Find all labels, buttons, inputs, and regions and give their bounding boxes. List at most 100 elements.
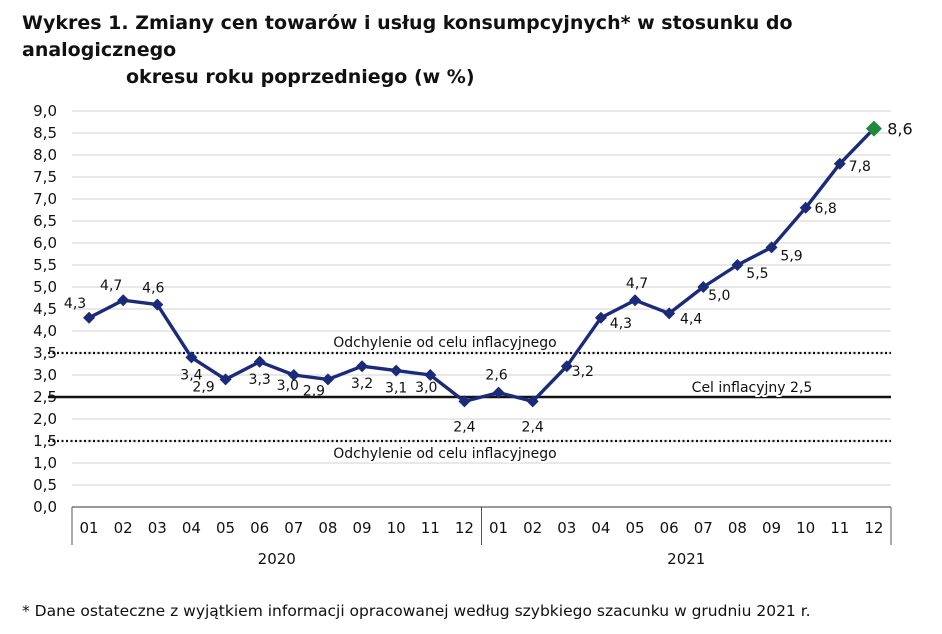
data-label: 4,7	[626, 276, 648, 292]
data-point	[697, 281, 710, 293]
data-label: 2,4	[453, 419, 475, 435]
data-label: 5,5	[746, 266, 768, 282]
x-tick-label: 05	[216, 519, 235, 537]
x-tick-label: 11	[830, 519, 849, 537]
x-tick-label: 03	[557, 519, 576, 537]
y-tick-label: 6,5	[33, 212, 57, 230]
x-tick-label: 12	[455, 519, 474, 537]
y-tick-label: 3,5	[33, 344, 57, 362]
x-tick-label: 01	[489, 519, 508, 537]
data-point	[424, 369, 437, 381]
data-point	[594, 311, 607, 324]
x-tick-label: 03	[148, 519, 167, 537]
data-label: 8,6	[887, 120, 912, 139]
x-tick-label: 07	[284, 519, 303, 537]
y-tick-label: 6,0	[33, 234, 57, 252]
year-group-label: 2021	[667, 550, 705, 568]
data-label: 2,6	[485, 368, 507, 384]
data-point	[185, 351, 198, 364]
data-label: 6,8	[815, 201, 837, 217]
data-label: 4,7	[100, 278, 122, 294]
data-point	[731, 259, 744, 271]
data-point	[253, 355, 266, 368]
series-line	[88, 127, 876, 404]
data-point	[526, 395, 539, 408]
y-tick-label: 7,0	[33, 190, 57, 208]
data-label: 3,3	[249, 372, 271, 388]
chart-title: Wykres 1. Zmiany cen towarów i usług kon…	[22, 10, 922, 91]
data-point	[560, 360, 573, 373]
x-tick-label: 06	[250, 519, 269, 537]
x-tick-label: 02	[523, 519, 542, 537]
y-tick-label: 5,5	[33, 256, 57, 274]
footnote: * Dane ostateczne z wyjątkiem informacji…	[22, 602, 811, 620]
data-label: 3,1	[385, 381, 407, 397]
data-point	[799, 201, 812, 214]
year-group-label: 2020	[258, 550, 296, 568]
data-label: 4,3	[64, 296, 86, 312]
x-tick-label: 08	[318, 519, 337, 537]
data-point	[117, 294, 130, 307]
data-point	[458, 395, 471, 408]
x-tick-label: 04	[591, 519, 610, 537]
reference-line-label: Odchylenie od celu inflacyjnego	[333, 446, 557, 462]
data-point	[492, 386, 505, 399]
x-tick-label: 09	[353, 519, 372, 537]
data-point	[663, 307, 676, 320]
data-label: 3,0	[277, 378, 299, 394]
y-tick-label: 5,0	[33, 278, 57, 296]
data-point	[151, 298, 164, 311]
data-point	[833, 157, 846, 170]
data-point-highlight	[865, 120, 882, 137]
data-label: 5,0	[708, 288, 730, 304]
data-label: 3,2	[351, 376, 373, 392]
reference-line-label: Cel inflacyjny 2,5	[692, 380, 813, 396]
data-label: 7,8	[849, 159, 871, 175]
data-label: 3,2	[572, 364, 594, 380]
x-tick-label: 08	[728, 519, 747, 537]
x-tick-label: 02	[114, 519, 133, 537]
y-tick-label: 8,0	[33, 146, 57, 164]
x-tick-label: 10	[796, 519, 815, 537]
y-tick-label: 3,0	[33, 366, 57, 384]
reference-line-label: Odchylenie od celu inflacyjnego	[333, 335, 557, 351]
data-point	[629, 294, 642, 307]
data-point	[765, 241, 778, 254]
x-tick-label: 09	[762, 519, 781, 537]
data-point	[287, 369, 300, 381]
data-point	[321, 373, 334, 386]
x-tick-label: 10	[387, 519, 406, 537]
data-label: 3,0	[415, 380, 437, 396]
chart-title-line2: okresu roku poprzedniego (w %)	[126, 66, 475, 88]
y-tick-label: 7,5	[33, 168, 57, 186]
y-tick-label: 8,5	[33, 124, 57, 142]
x-tick-label: 12	[864, 519, 883, 537]
x-tick-label: 06	[660, 519, 679, 537]
data-label: 2,9	[303, 383, 325, 399]
chart-title-line1: Wykres 1. Zmiany cen towarów i usług kon…	[22, 12, 793, 61]
data-point	[356, 360, 369, 373]
y-tick-label: 1,5	[33, 432, 57, 450]
x-tick-label: 01	[80, 519, 99, 537]
data-label: 4,4	[680, 311, 702, 327]
x-tick-label: 04	[182, 519, 201, 537]
x-tick-label: 07	[694, 519, 713, 537]
y-tick-label: 9,0	[33, 102, 57, 120]
y-tick-label: 0,0	[33, 498, 57, 516]
y-tick-label: 4,0	[33, 322, 57, 340]
y-tick-label: 2,0	[33, 410, 57, 428]
data-label: 4,6	[142, 281, 164, 297]
y-tick-label: 0,5	[33, 476, 57, 494]
y-tick-label: 1,0	[33, 454, 57, 472]
data-label: 2,9	[192, 379, 214, 395]
x-tick-label: 11	[421, 519, 440, 537]
x-tick-label: 05	[626, 519, 645, 537]
data-point	[83, 311, 96, 324]
data-point	[390, 364, 403, 377]
line-chart: 0,0 0,5 1,0 1,5 2,0 2,5 3,0 3,5 4,0 4,5 5,0 5,5 6,0 6…	[33, 102, 913, 568]
data-label: 4,3	[610, 316, 632, 332]
data-label: 3,4	[180, 367, 202, 383]
y-tick-label: 4,5	[33, 300, 57, 318]
y-tick-label: 2,5	[33, 388, 57, 406]
data-label: 5,9	[780, 248, 802, 264]
